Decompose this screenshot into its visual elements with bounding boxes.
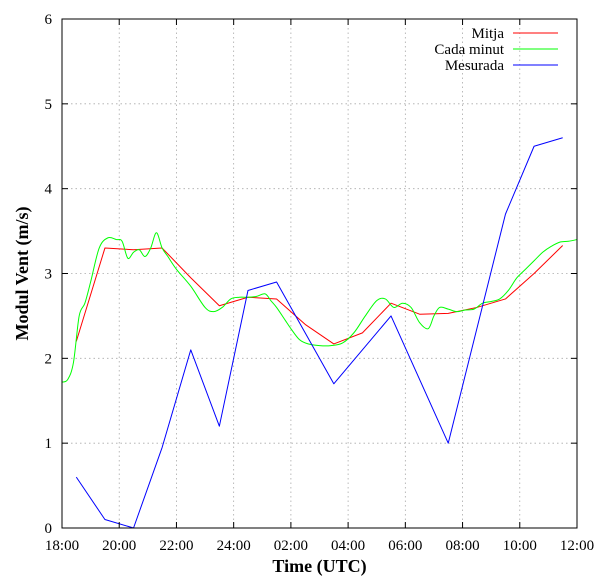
y-axis-title: Modul Vent (m/s): [12, 206, 33, 340]
x-tick-label: 08:00: [445, 538, 479, 554]
x-tick-label: 02:00: [274, 538, 308, 554]
y-tick-label: 0: [45, 521, 53, 537]
legend-label-cada-minut: Cada minut: [434, 42, 504, 58]
x-axis-title: Time (UTC): [272, 556, 366, 576]
y-tick-label: 3: [45, 267, 53, 283]
series-line-mesurada: [75, 137, 563, 529]
series-line-mitja: [75, 245, 564, 345]
x-tick-label: 04:00: [331, 538, 365, 554]
y-tick-label: 6: [45, 12, 53, 28]
series-line-cada-minut: [61, 232, 578, 383]
x-tick-label: 18:00: [45, 538, 79, 554]
series-lines: [61, 137, 578, 529]
y-tick-label: 4: [45, 182, 53, 198]
x-tick-label: 10:00: [503, 538, 537, 554]
x-tick-label: 24:00: [217, 538, 251, 554]
y-tick-label: 2: [45, 351, 53, 367]
axis-ticks: 0 1 2 3 4 5 6 18:00 20:00 22:00 24:00 02:00 04:00 06:…: [45, 12, 595, 554]
y-tick-label: 1: [45, 436, 53, 452]
x-tick-label: 12:00: [560, 538, 594, 554]
grid: [62, 19, 577, 528]
legend-label-mesurada: Mesurada: [445, 58, 504, 74]
y-tick-label: 5: [45, 97, 53, 113]
x-tick-label: 06:00: [388, 538, 422, 554]
legend-label-mitja: Mitja: [472, 26, 505, 42]
x-tick-label: 22:00: [159, 538, 193, 554]
x-tick-label: 20:00: [102, 538, 136, 554]
